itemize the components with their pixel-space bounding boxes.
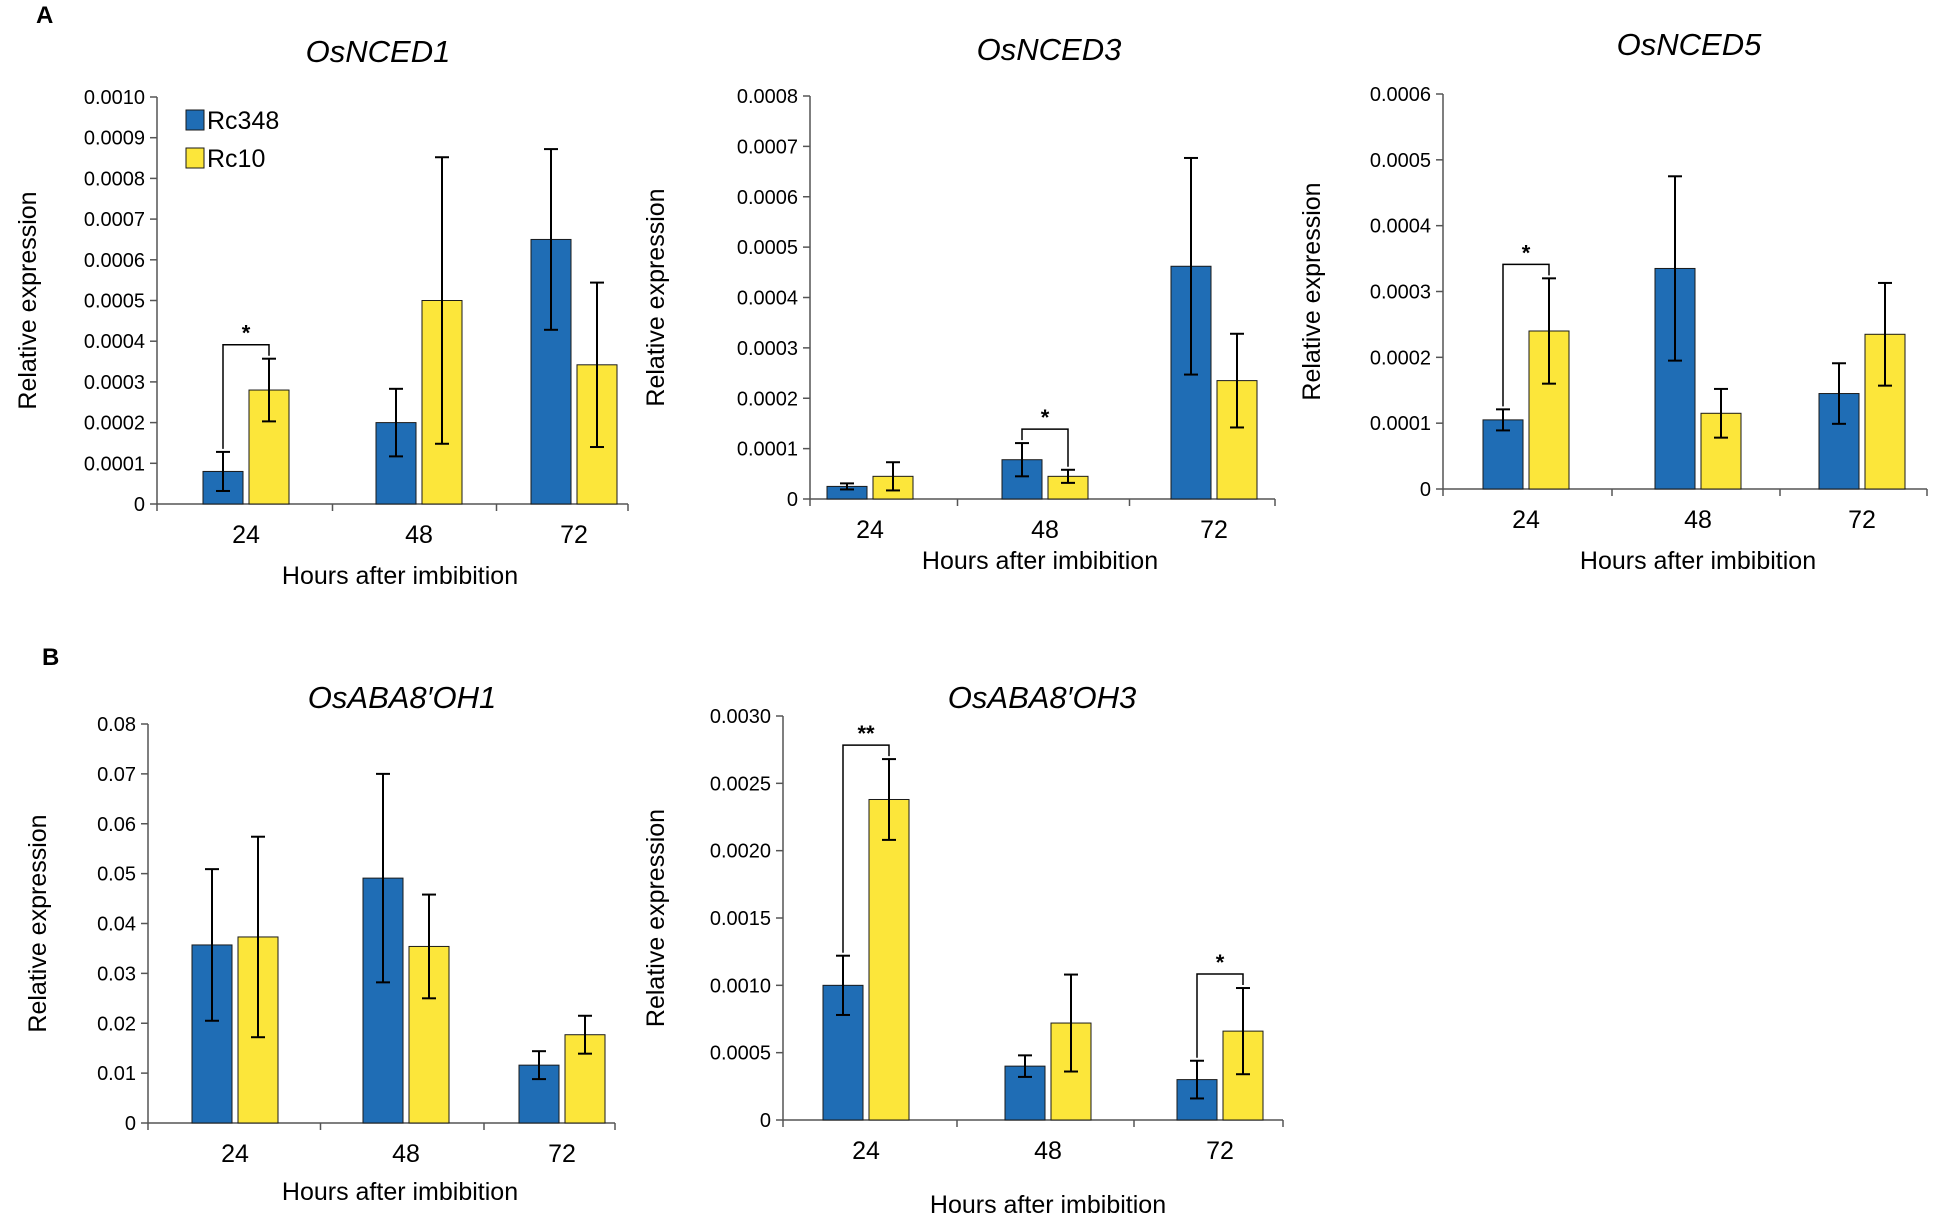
y-tick-label: 0 xyxy=(134,494,145,516)
chart-title: OsNCED1 xyxy=(306,34,451,69)
y-axis-title: Relative expression xyxy=(642,188,670,406)
y-tick-label: 0.03 xyxy=(97,963,136,985)
chart-4: OsABA8′OH3 0 0.0005 0.0010 0.0015 0.0020 0.002… xyxy=(642,680,1284,1219)
significance-label: * xyxy=(1216,950,1225,975)
x-tick-label: 72 xyxy=(1206,1137,1234,1165)
x-tick-label: 48 xyxy=(405,521,433,549)
chart-title: OsNCED5 xyxy=(1617,27,1762,62)
x-tick-label: 24 xyxy=(1512,506,1540,534)
y-tick-label: 0.0003 xyxy=(84,372,145,394)
x-tick-label: 48 xyxy=(392,1140,420,1168)
y-tick-label: 0 xyxy=(125,1113,136,1135)
x-axis-title: Hours after imbibition xyxy=(282,562,518,590)
y-axis-title: Relative expression xyxy=(14,191,42,409)
x-tick-label: 48 xyxy=(1684,506,1712,534)
legend-label-rc10: Rc10 xyxy=(207,145,265,173)
y-tick-label: 0.02 xyxy=(97,1013,136,1035)
y-tick-label: 0.0009 xyxy=(84,128,145,150)
y-tick-label: 0.0006 xyxy=(84,250,145,272)
charts: OsNCED1 0 0.0001 0.0002 0.0003 0.0004 0.0005 0.… xyxy=(14,27,1928,1219)
y-tick-label: 0.0004 xyxy=(84,331,145,353)
chart-1: OsNCED3 0 0.0001 0.0002 0.0003 0.0004 0.0005 0.… xyxy=(642,32,1276,575)
y-tick-label: 0.0010 xyxy=(84,87,145,109)
x-tick-label: 24 xyxy=(852,1137,880,1165)
y-tick-label: 0.0003 xyxy=(737,338,798,360)
chart-3: OsABA8′OH1 0 0.01 0.02 0.03 0.04 0.05 0.06 0.07 0… xyxy=(24,680,616,1206)
y-tick-label: 0.0015 xyxy=(710,908,771,930)
y-tick-label: 0.0002 xyxy=(1370,347,1431,369)
y-tick-label: 0.04 xyxy=(97,914,136,936)
y-tick-label: 0.0004 xyxy=(1370,216,1431,238)
x-axis-title: Hours after imbibition xyxy=(1580,547,1816,575)
y-tick-label: 0.0002 xyxy=(84,413,145,435)
y-tick-label: 0 xyxy=(760,1110,771,1132)
y-tick-label: 0.0007 xyxy=(737,136,798,158)
legend-swatch-rc348 xyxy=(185,109,205,131)
legend-label-rc348: Rc348 xyxy=(207,107,279,135)
significance-bracket xyxy=(1196,973,1244,1058)
y-tick-label: 0.0001 xyxy=(84,453,145,475)
y-tick-label: 0.0001 xyxy=(737,439,798,461)
y-tick-label: 0.0030 xyxy=(710,706,771,728)
y-tick-label: 0.0006 xyxy=(1370,84,1431,106)
y-tick-label: 0.0010 xyxy=(710,975,771,997)
x-axis-title: Hours after imbibition xyxy=(922,547,1158,575)
x-tick-label: 72 xyxy=(1848,506,1876,534)
y-tick-label: 0.0005 xyxy=(710,1043,771,1065)
significance-label: * xyxy=(1522,240,1531,265)
x-axis-title: Hours after imbibition xyxy=(930,1191,1166,1219)
y-tick-label: 0.0004 xyxy=(737,288,798,310)
x-tick-label: 24 xyxy=(856,516,884,544)
significance-bracket xyxy=(1502,263,1550,407)
x-tick-label: 24 xyxy=(221,1140,249,1168)
y-tick-label: 0.06 xyxy=(97,814,136,836)
y-tick-label: 0.08 xyxy=(97,714,136,736)
y-tick-label: 0.0008 xyxy=(737,86,798,108)
x-axis-title: Hours after imbibition xyxy=(282,1178,518,1206)
y-axis-title: Relative expression xyxy=(1298,182,1326,400)
panel-label-b: B xyxy=(42,644,59,671)
panel-label-a: A xyxy=(36,2,53,29)
y-tick-label: 0.0025 xyxy=(710,773,771,795)
chart-title: OsNCED3 xyxy=(977,32,1122,67)
x-tick-label: 72 xyxy=(560,521,588,549)
y-tick-label: 0.0005 xyxy=(1370,150,1431,172)
y-tick-label: 0 xyxy=(787,489,798,511)
y-tick-label: 0.01 xyxy=(97,1063,136,1085)
y-tick-label: 0.05 xyxy=(97,864,136,886)
significance-label: * xyxy=(242,321,251,346)
significance-bracket xyxy=(842,744,890,953)
y-tick-label: 0.0020 xyxy=(710,841,771,863)
x-tick-label: 72 xyxy=(548,1140,576,1168)
chart-2: OsNCED5 0 0.0001 0.0002 0.0003 0.0004 0.0005 0.… xyxy=(1298,27,1928,575)
x-tick-label: 48 xyxy=(1034,1137,1062,1165)
y-tick-label: 0.0003 xyxy=(1370,282,1431,304)
significance-bracket xyxy=(1021,428,1069,467)
y-axis-title: Relative expression xyxy=(642,809,670,1027)
significance-bracket xyxy=(222,343,270,449)
x-tick-label: 72 xyxy=(1200,516,1228,544)
y-tick-label: 0.07 xyxy=(97,764,136,786)
significance-label: * xyxy=(1041,405,1050,430)
y-tick-label: 0.0001 xyxy=(1370,413,1431,435)
y-tick-label: 0 xyxy=(1420,479,1431,501)
y-axis-title: Relative expression xyxy=(24,814,52,1032)
y-tick-label: 0.0005 xyxy=(737,237,798,259)
legend-swatch-rc10 xyxy=(185,147,205,169)
x-tick-label: 48 xyxy=(1031,516,1059,544)
y-tick-label: 0.0002 xyxy=(737,388,798,410)
chart-title: OsABA8′OH1 xyxy=(308,680,496,715)
y-tick-label: 0.0007 xyxy=(84,209,145,231)
chart-title: OsABA8′OH3 xyxy=(948,680,1136,715)
significance-label: ** xyxy=(857,721,875,746)
y-tick-label: 0.0005 xyxy=(84,291,145,313)
x-tick-label: 24 xyxy=(232,521,260,549)
chart-0: OsNCED1 0 0.0001 0.0002 0.0003 0.0004 0.0005 0.… xyxy=(14,34,629,590)
y-tick-label: 0.0008 xyxy=(84,168,145,190)
y-tick-label: 0.0006 xyxy=(737,187,798,209)
bar-rc10-24 xyxy=(868,798,910,1121)
